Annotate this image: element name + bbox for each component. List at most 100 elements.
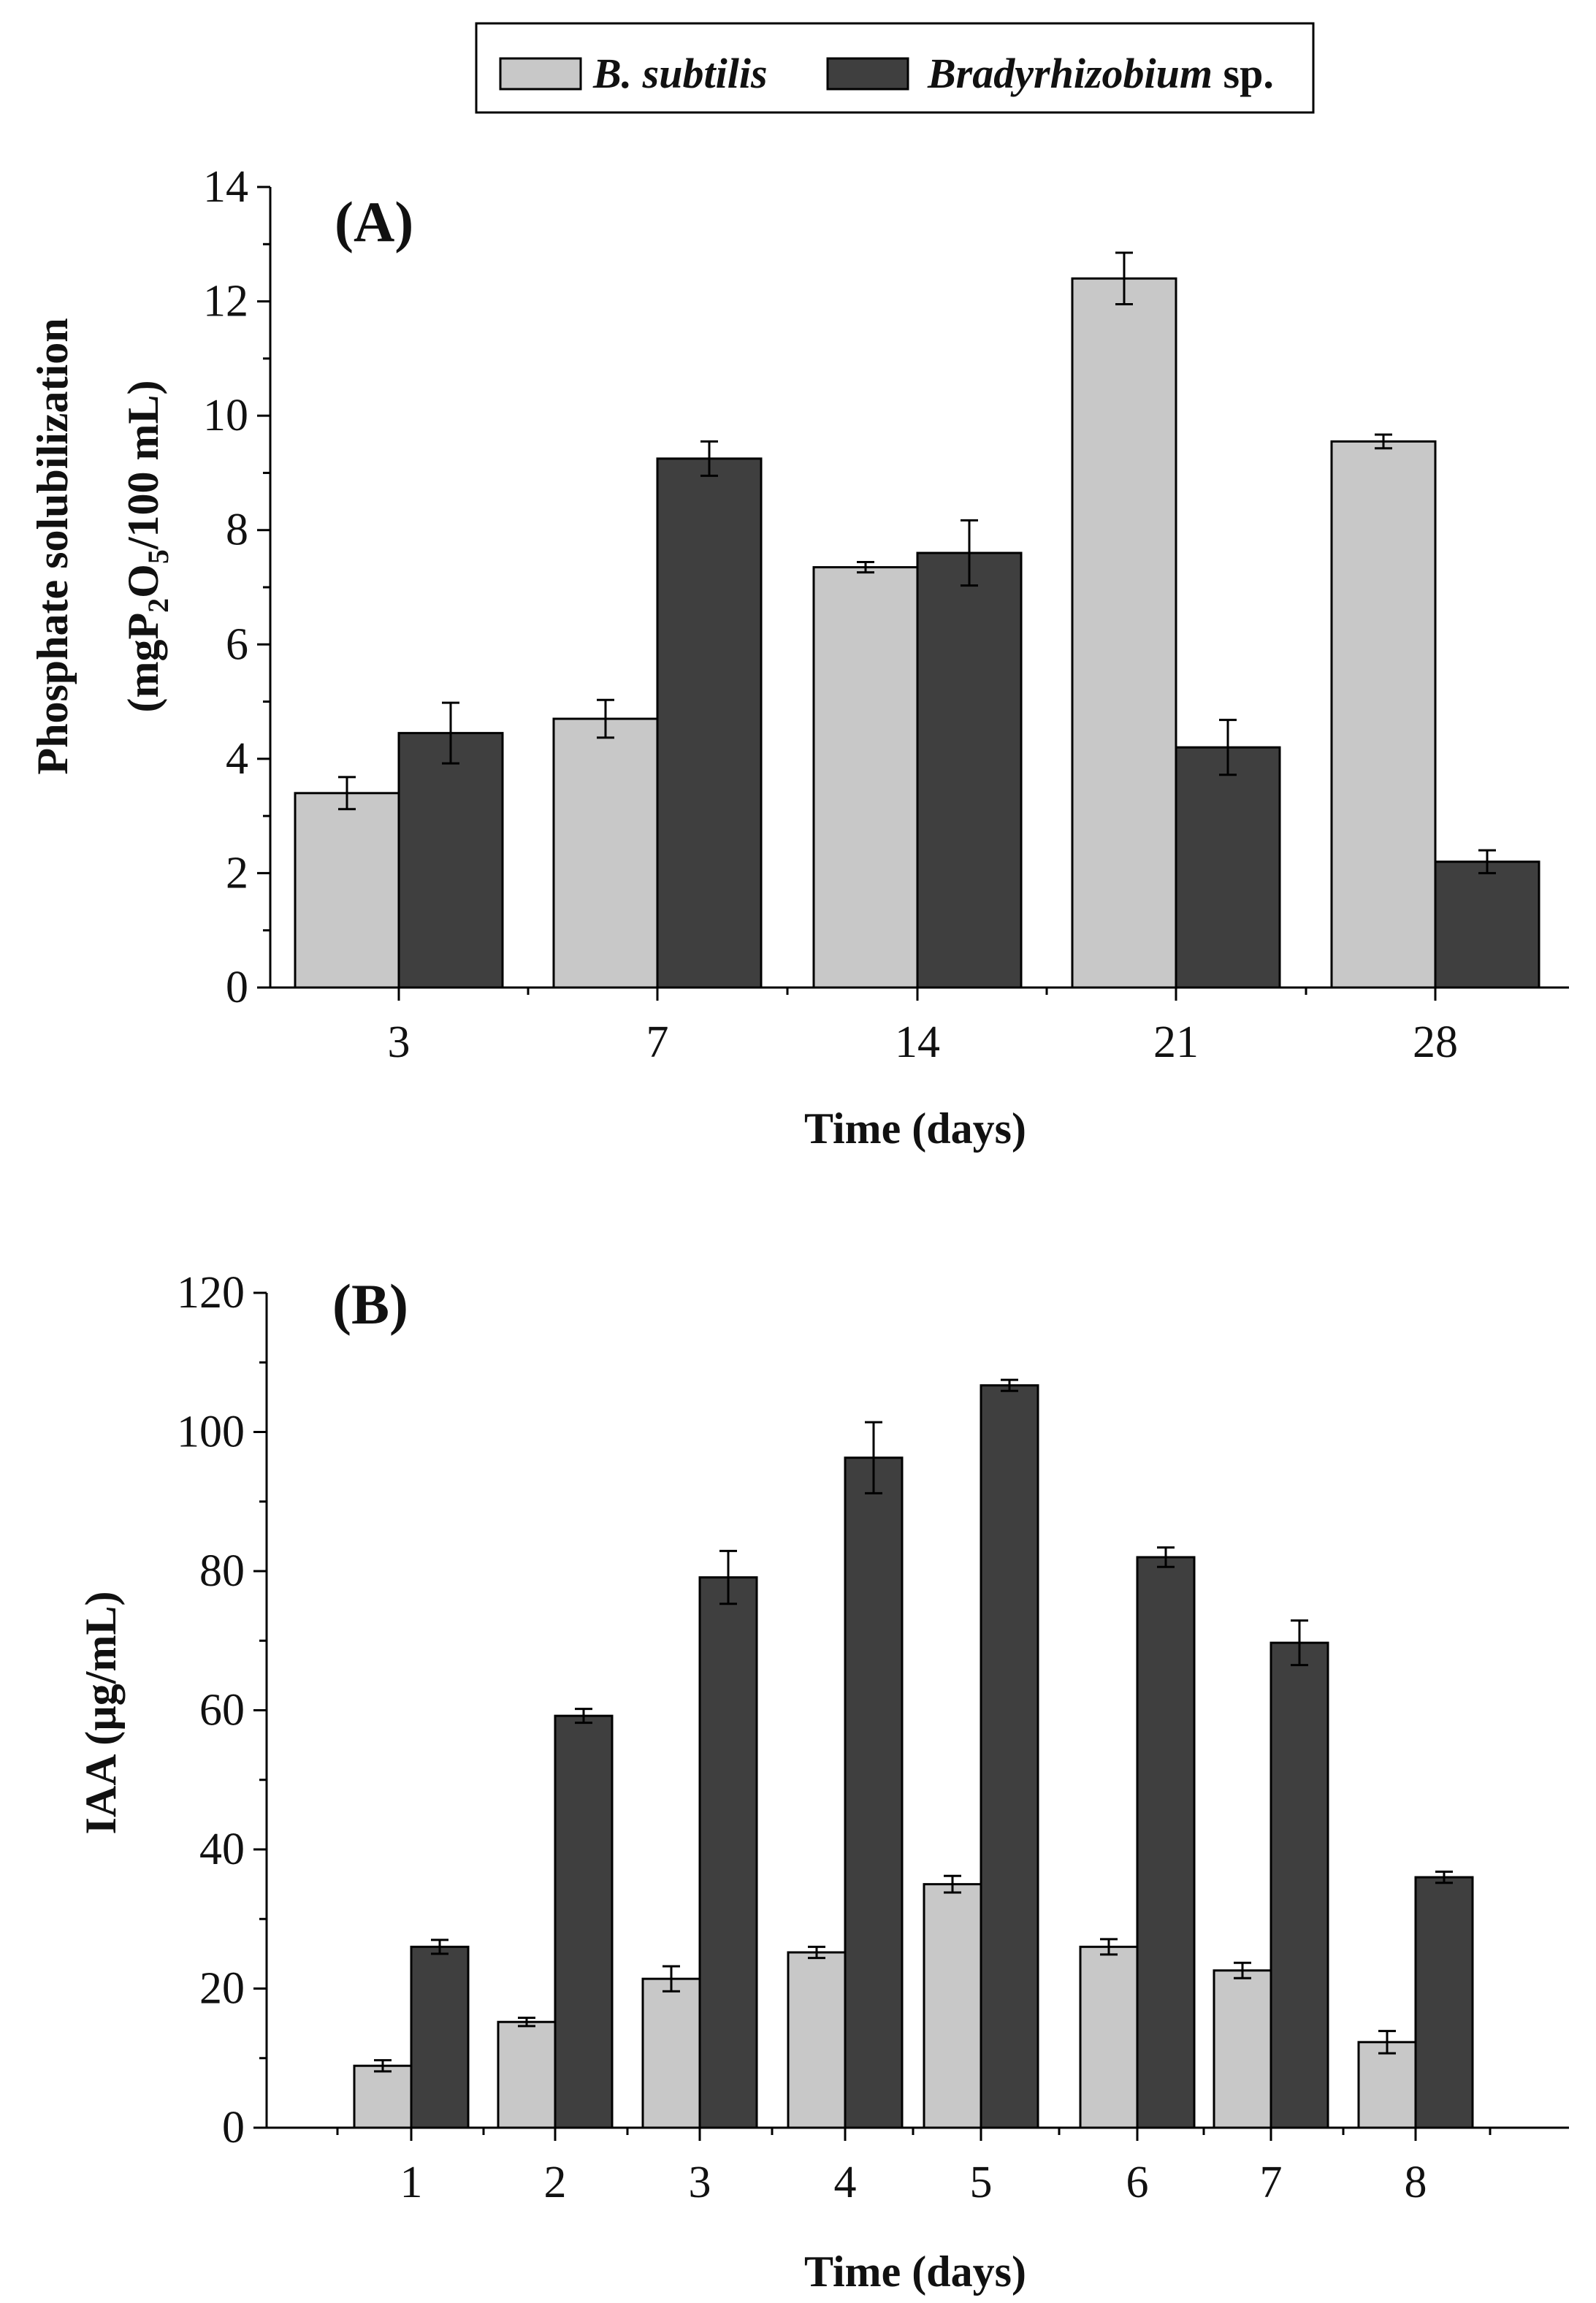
panel-b-errorbar-bradyrhizobium-3 bbox=[719, 1549, 737, 1605]
panel-a-y-tick-label: 12 bbox=[203, 277, 248, 326]
panel-b-y-tick-label: 0 bbox=[222, 2103, 245, 2153]
panel-a-errorbar-b-subtilis-7 bbox=[597, 698, 614, 739]
panel-a-y-title-line1: Phosphate solubilization bbox=[28, 318, 77, 774]
panel-a-bar-b-subtilis-3 bbox=[294, 792, 400, 989]
legend-label-bradyrhizobium: Bradyrhizobium sp. bbox=[927, 50, 1274, 97]
panel-b-y-tick-label: 60 bbox=[199, 1686, 245, 1735]
panel-b-errorbar-bradyrhizobium-1 bbox=[431, 1939, 448, 1955]
panel-a-errorbar-b-subtilis-28 bbox=[1375, 433, 1392, 450]
panel-a-y-tick-label: 8 bbox=[226, 505, 248, 555]
panel-b-y-tick-label: 120 bbox=[177, 1268, 245, 1318]
panel-b-errorbar-b-subtilis-8 bbox=[1378, 2030, 1396, 2055]
legend-swatch-bradyrhizobium bbox=[826, 57, 909, 91]
panel-b-errorbar-b-subtilis-3 bbox=[663, 1965, 680, 1993]
panel-a-bar-b-subtilis-14 bbox=[812, 566, 919, 989]
panel-a-label: (A) bbox=[335, 190, 413, 253]
panel-a-bar-b-subtilis-7 bbox=[552, 717, 659, 989]
panel-a-bar-b-subtilis-28 bbox=[1330, 440, 1437, 989]
panel-b-y-tick-label: 20 bbox=[199, 1964, 245, 2014]
panel-b-x-tick-label: 6 bbox=[1126, 2158, 1149, 2207]
panel-a-bar-bradyrhizobium-21 bbox=[1175, 746, 1281, 989]
panel-b-errorbar-b-subtilis-7 bbox=[1234, 1961, 1251, 1979]
panel-a-bar-bradyrhizobium-3 bbox=[397, 732, 504, 989]
panel-a: 0 2 4 6 8 10 12 14 3 7 14 21 28 (A) Time (days) Phos… bbox=[28, 162, 1569, 1153]
panel-a-x-tick-label: 14 bbox=[895, 1017, 940, 1067]
panel-b-bar-bradyrhizobium-5 bbox=[980, 1384, 1039, 2129]
panel-a-x-tick-label: 7 bbox=[646, 1017, 669, 1067]
panel-b-axes: 0 20 40 60 80 100 120 1 2 3 4 5 6 7 8 bbox=[177, 1268, 1569, 2207]
panel-b-errorbar-b-subtilis-4 bbox=[808, 1945, 825, 1960]
panel-a-bar-bradyrhizobium-14 bbox=[916, 551, 1023, 989]
legend-label-b-subtilis: B. subtilis bbox=[592, 50, 768, 97]
panel-b-x-tick-label: 8 bbox=[1405, 2158, 1427, 2207]
legend: B. subtilis Bradyrhizobium sp. bbox=[475, 22, 1315, 114]
panel-a-y-axis-title: Phosphate solubilization (mgP2O5/100 mL) bbox=[28, 318, 175, 774]
panel-b-errorbar-bradyrhizobium-4 bbox=[865, 1421, 882, 1494]
panel-a-bars bbox=[294, 251, 1540, 989]
panel-a-errorbar-b-subtilis-14 bbox=[857, 561, 874, 574]
panel-b-y-tick-label: 80 bbox=[199, 1546, 245, 1596]
panel-b-label: (B) bbox=[332, 1272, 408, 1336]
panel-b-y-tick-label: 100 bbox=[177, 1408, 245, 1457]
panel-a-bar-bradyrhizobium-28 bbox=[1434, 860, 1540, 989]
panel-b-errorbar-bradyrhizobium-6 bbox=[1157, 1546, 1175, 1568]
panel-b-x-tick-label: 7 bbox=[1260, 2158, 1283, 2207]
panel-b-bar-bradyrhizobium-6 bbox=[1136, 1556, 1196, 2129]
panel-a-errorbar-bradyrhizobium-7 bbox=[700, 440, 718, 477]
panel-b-bar-b-subtilis-1 bbox=[353, 2064, 413, 2129]
panel-b-bar-bradyrhizobium-7 bbox=[1269, 1641, 1329, 2129]
panel-a-y-tick-label: 6 bbox=[226, 619, 248, 669]
panel-b-errorbar-bradyrhizobium-8 bbox=[1435, 1870, 1453, 1884]
panel-a-errorbar-bradyrhizobium-3 bbox=[442, 701, 459, 765]
panel-b-bar-b-subtilis-6 bbox=[1079, 1945, 1139, 2129]
panel-a-x-axis-title: Time (days) bbox=[804, 1104, 1026, 1153]
panel-b-errorbar-bradyrhizobium-5 bbox=[1001, 1378, 1018, 1392]
panel-a-axes: 0 2 4 6 8 10 12 14 3 7 14 21 28 bbox=[203, 162, 1569, 1067]
panel-b-bar-b-subtilis-4 bbox=[787, 1951, 847, 2129]
panel-a-errorbar-bradyrhizobium-21 bbox=[1219, 719, 1237, 776]
panel-b-x-tick-label: 5 bbox=[970, 2158, 993, 2207]
panel-a-x-tick-label: 21 bbox=[1153, 1017, 1199, 1067]
panel-b-y-axis-title: IAA (µg/mL) bbox=[77, 1592, 125, 1835]
legend-swatch-b-subtilis bbox=[499, 57, 582, 91]
panel-a-x-tick-label: 3 bbox=[388, 1017, 411, 1067]
panel-a-bar-b-subtilis-21 bbox=[1071, 277, 1177, 989]
panel-a-bar-bradyrhizobium-7 bbox=[656, 457, 763, 989]
panel-a-y-title-line2: (mgP2O5/100 mL) bbox=[119, 381, 175, 713]
panel-b-errorbar-bradyrhizobium-2 bbox=[575, 1708, 592, 1725]
panel-b-bar-bradyrhizobium-1 bbox=[410, 1945, 470, 2129]
panel-b-errorbar-b-subtilis-5 bbox=[944, 1874, 961, 1894]
panel-b-x-tick-label: 4 bbox=[834, 2158, 857, 2207]
panel-b-bar-b-subtilis-7 bbox=[1213, 1969, 1272, 2129]
panel-b-x-tick-label: 3 bbox=[689, 2158, 711, 2207]
panel-a-errorbar-b-subtilis-21 bbox=[1115, 251, 1133, 305]
panel-a-y-tick-label: 2 bbox=[226, 848, 248, 898]
panel-b-bar-b-subtilis-2 bbox=[497, 2020, 557, 2129]
panel-a-y-tick-label: 0 bbox=[226, 963, 248, 1012]
panel-b-errorbar-b-subtilis-1 bbox=[374, 2059, 392, 2073]
panel-b-errorbar-b-subtilis-6 bbox=[1100, 1938, 1118, 1956]
panel-b-y-tick-label: 40 bbox=[199, 1825, 245, 1874]
panel-a-y-tick-label: 4 bbox=[226, 734, 248, 784]
panel-b-bar-bradyrhizobium-8 bbox=[1414, 1876, 1474, 2129]
panel-a-y-tick-label: 14 bbox=[203, 162, 248, 212]
panel-b-x-tick-label: 2 bbox=[544, 2158, 567, 2207]
panel-a-y-tick-label: 10 bbox=[203, 391, 248, 440]
panel-a-errorbar-b-subtilis-3 bbox=[338, 776, 356, 811]
panel-b-x-tick-label: 1 bbox=[400, 2158, 423, 2207]
panel-a-errorbar-bradyrhizobium-28 bbox=[1478, 849, 1496, 874]
panel-b-bar-b-subtilis-8 bbox=[1357, 2041, 1417, 2129]
panel-b-bars bbox=[353, 1378, 1474, 2129]
panel-b-bar-bradyrhizobium-3 bbox=[698, 1576, 758, 2129]
panel-b-errorbar-bradyrhizobium-7 bbox=[1291, 1619, 1308, 1667]
panel-b-x-axis-title: Time (days) bbox=[804, 2247, 1026, 2296]
panel-b-bar-b-subtilis-3 bbox=[641, 1977, 701, 2129]
panel-b-bar-bradyrhizobium-2 bbox=[554, 1714, 614, 2129]
panel-a-errorbar-bradyrhizobium-14 bbox=[961, 519, 978, 587]
panel-b-errorbar-b-subtilis-2 bbox=[518, 2017, 535, 2028]
panel-a-x-tick-label: 28 bbox=[1413, 1017, 1458, 1067]
panel-b-bar-b-subtilis-5 bbox=[923, 1883, 982, 2129]
panel-b-bar-bradyrhizobium-4 bbox=[844, 1456, 904, 2129]
